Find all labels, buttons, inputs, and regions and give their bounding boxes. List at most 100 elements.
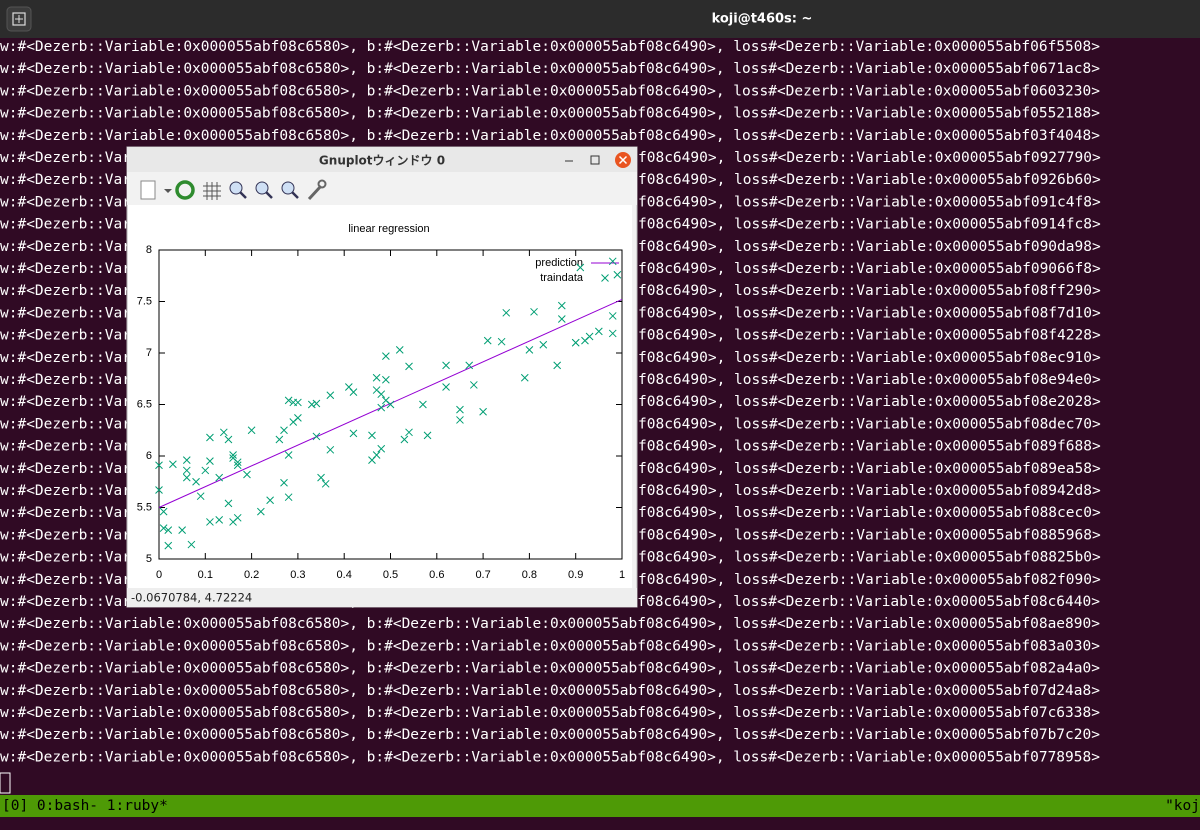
terminal-line-left: w:#<Dezerb::Var: [0, 261, 131, 277]
terminal-output: w:#<Dezerb::Variable:0x000055abf08c6580>…: [0, 39, 1101, 765]
data-point: [456, 416, 464, 424]
close-button[interactable]: [615, 152, 631, 168]
maximize-button[interactable]: [590, 155, 600, 165]
data-point: [497, 337, 506, 346]
data-point: [215, 516, 224, 524]
autoscale-icon[interactable]: [281, 181, 299, 199]
terminal-line-left: w:#<Dezerb::Var: [0, 527, 131, 543]
chart-title: linear regression: [348, 223, 429, 235]
data-point: [243, 470, 251, 479]
window-title: Gnuplotウィンドウ 0: [319, 154, 445, 168]
y-tick-label: 6: [146, 450, 152, 462]
y-tick-label: 7: [146, 347, 152, 359]
terminal-line-right: f08c6490>, loss#<Dezerb::Variable:0x0000…: [638, 394, 1101, 410]
data-point: [215, 473, 224, 482]
terminal-line-right: f08c6490>, loss#<Dezerb::Variable:0x0000…: [638, 416, 1101, 432]
data-point: [233, 513, 242, 522]
data-point: [377, 403, 386, 412]
terminal-line-left: w:#<Dezerb::Var: [0, 194, 131, 210]
terminal-line-right: f08c6490>, loss#<Dezerb::Variable:0x0000…: [638, 217, 1101, 233]
terminal-line-right: f08c6490>, loss#<Dezerb::Variable:0x0000…: [638, 439, 1101, 455]
grid-icon[interactable]: [203, 182, 221, 200]
terminal-line-right: f08c6490>, loss#<Dezerb::Variable:0x0000…: [638, 239, 1101, 255]
terminal-line-left: w:#<Dezerb::Var: [0, 150, 131, 166]
export-icon[interactable]: [140, 180, 172, 200]
terminal-line-left: w:#<Dezerb::Var: [0, 461, 131, 477]
data-point: [219, 428, 228, 437]
data-point: [164, 526, 173, 535]
terminal-line: w:#<Dezerb::Variable:0x000055abf08c6580>…: [0, 661, 1100, 677]
terminal-line-right: f08c6490>, loss#<Dezerb::Variable:0x0000…: [638, 461, 1101, 477]
data-point: [520, 373, 529, 382]
data-point: [275, 435, 284, 444]
y-tick-label: 5: [146, 553, 152, 565]
terminal-titlebar: [0, 0, 1200, 38]
terminal-line-right: f08c6490>, loss#<Dezerb::Variable:0x0000…: [638, 150, 1101, 166]
x-tick-label: 0.4: [337, 569, 352, 581]
data-point: [377, 390, 386, 399]
gnuplot-window: Gnuplotウィンドウ 0 -0.0670784, 4.72224 linea…: [126, 146, 638, 608]
terminal-line-left: w:#<Dezerb::Var: [0, 217, 131, 233]
data-point: [469, 381, 478, 389]
terminal-line: w:#<Dezerb::Variable:0x000055abf08c6580>…: [0, 616, 1100, 632]
zoom-prev-icon[interactable]: [229, 181, 247, 199]
replot-icon[interactable]: [175, 180, 195, 200]
data-point: [233, 458, 242, 467]
data-point: [155, 461, 163, 470]
data-point: [530, 307, 538, 316]
zoom-next-icon[interactable]: [255, 181, 273, 199]
data-point: [317, 473, 325, 482]
y-tick-label: 5.5: [137, 501, 152, 513]
terminal-line-left: w:#<Dezerb::Var: [0, 283, 131, 299]
data-point: [206, 457, 214, 466]
data-point: [553, 361, 562, 370]
terminal-line-left: w:#<Dezerb::Var: [0, 239, 131, 255]
data-point: [539, 340, 548, 349]
new-tab-button[interactable]: [6, 6, 32, 32]
x-tick-label: 1: [619, 569, 625, 581]
config-icon[interactable]: [307, 179, 327, 201]
x-tick-label: 0.1: [198, 569, 213, 581]
data-point: [182, 473, 191, 482]
data-point: [224, 499, 233, 508]
data-point: [483, 336, 492, 345]
tmux-host: "koj: [1165, 798, 1200, 814]
cursor: [0, 772, 11, 794]
data-point: [196, 492, 205, 501]
data-point: [405, 428, 413, 437]
data-point: [192, 477, 200, 486]
terminal-line-right: f08c6490>, loss#<Dezerb::Variable:0x0000…: [638, 283, 1101, 299]
data-point: [557, 301, 566, 310]
terminal-line-right: f08c6490>, loss#<Dezerb::Variable:0x0000…: [638, 350, 1101, 366]
prediction-line: [158, 298, 623, 508]
terminal-line-right: f08c6490>, loss#<Dezerb::Variable:0x0000…: [638, 328, 1101, 344]
terminal-line: w:#<Dezerb::Variable:0x000055abf08c6580>…: [0, 727, 1100, 743]
data-point: [349, 388, 358, 396]
terminal-line-right: f08c6490>, loss#<Dezerb::Variable:0x0000…: [638, 305, 1101, 321]
data-point: [465, 361, 474, 370]
data-point: [479, 407, 487, 416]
terminal-line: w:#<Dezerb::Variable:0x000055abf08c6580>…: [0, 683, 1100, 699]
terminal-line-left: w:#<Dezerb::Var: [0, 505, 131, 521]
terminal-title: koji@t460s: ~: [712, 12, 813, 27]
status-bar: [127, 588, 637, 607]
data-point: [266, 496, 274, 505]
data-point: [456, 405, 464, 414]
data-point: [613, 270, 622, 279]
toolbar: [127, 172, 637, 205]
y-tick-label: 6.5: [137, 398, 152, 410]
terminal-line-right: f08c6490>, loss#<Dezerb::Variable:0x0000…: [638, 261, 1101, 277]
terminal-line-right: f08c6490>, loss#<Dezerb::Variable:0x0000…: [638, 172, 1101, 188]
data-point: [307, 400, 316, 409]
data-point: [377, 444, 386, 453]
terminal-line: w:#<Dezerb::Variable:0x000055abf08c6580>…: [0, 106, 1100, 122]
x-tick-label: 0.6: [429, 569, 444, 581]
window-titlebar: [127, 147, 637, 172]
x-tick-label: 0: [156, 569, 162, 581]
terminal-line-left: w:#<Dezerb::Var: [0, 550, 131, 566]
terminal-line-left: w:#<Dezerb::Var: [0, 483, 131, 499]
y-tick-label: 7.5: [137, 295, 152, 307]
terminal-line-left: w:#<Dezerb::Var: [0, 439, 131, 455]
data-point: [400, 435, 409, 444]
